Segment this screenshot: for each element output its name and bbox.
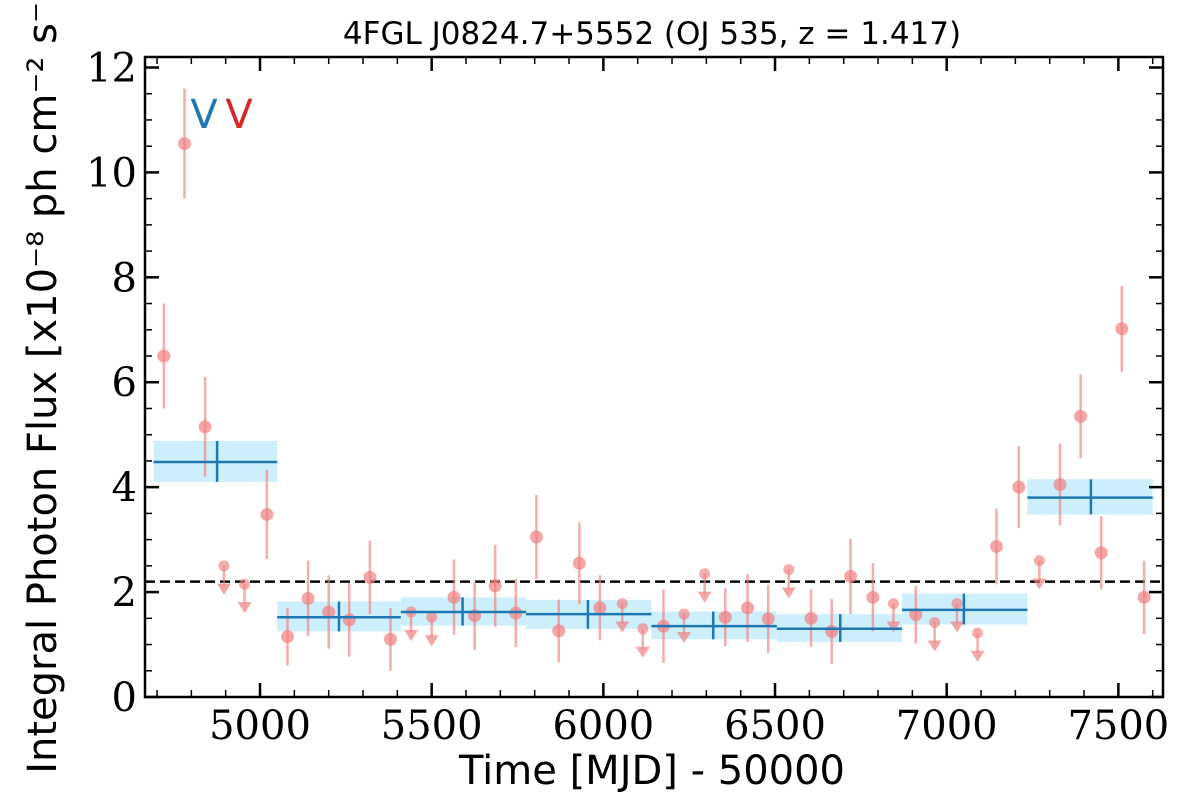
data-point bbox=[363, 570, 377, 584]
upper-limit-arrow bbox=[970, 650, 985, 662]
upper-limit-arrow bbox=[635, 646, 650, 658]
x-tick-label: 6000 bbox=[552, 703, 654, 749]
data-point bbox=[761, 612, 775, 626]
data-point bbox=[718, 610, 732, 624]
data-point bbox=[280, 630, 294, 644]
axes: 5000 5500 6000 6500 7000 7500 0 2 4 6 8 10 12 bbox=[86, 45, 1169, 749]
x-tick-label: 7000 bbox=[896, 703, 998, 749]
upper-limit-point bbox=[616, 598, 628, 610]
data-point bbox=[177, 137, 191, 151]
upper-limit-point bbox=[1033, 555, 1045, 567]
upper-limit-arrow bbox=[697, 591, 712, 603]
plot-frame bbox=[143, 55, 1165, 699]
data-point bbox=[383, 632, 397, 646]
x-tick-label: 5500 bbox=[381, 703, 483, 749]
upper-limit-point bbox=[218, 560, 230, 572]
upper-limit-point bbox=[951, 598, 963, 610]
upper-limit-point bbox=[678, 608, 690, 620]
data-point bbox=[198, 420, 212, 434]
upper-limit-point bbox=[929, 617, 941, 629]
data-point bbox=[593, 601, 607, 615]
data-point bbox=[572, 556, 586, 570]
chart-title: 4FGL J0824.7+5552 (OJ 535, z = 1.417) bbox=[343, 16, 961, 52]
data-point bbox=[342, 613, 356, 627]
data-point bbox=[157, 349, 171, 363]
upper-limit-arrow bbox=[677, 632, 692, 644]
marker-label: V bbox=[190, 92, 218, 138]
data-point bbox=[447, 590, 461, 604]
data-point bbox=[260, 507, 274, 521]
y-tick-label: 4 bbox=[112, 465, 137, 511]
upper-limit-arrow bbox=[237, 602, 252, 614]
data-point bbox=[1053, 478, 1067, 492]
data-point bbox=[322, 605, 336, 619]
data-point bbox=[741, 601, 755, 615]
y-axis-label: Integral Photon Flux [x10⁻⁸ ph cm⁻² s⁻¹] bbox=[20, 0, 66, 774]
data-point bbox=[825, 624, 839, 638]
y-tick-label: 10 bbox=[86, 150, 137, 196]
upper-limit-arrow bbox=[404, 629, 419, 641]
data-point bbox=[866, 590, 880, 604]
data-point bbox=[1137, 590, 1151, 604]
upper-limit-arrow bbox=[424, 635, 439, 647]
data-point bbox=[989, 539, 1003, 553]
upper-limit-point bbox=[783, 564, 795, 576]
upper-limit-arrow bbox=[1032, 578, 1047, 590]
upper-limit-point bbox=[887, 598, 899, 610]
upper-limit-point bbox=[637, 623, 649, 635]
y-tick-label: 0 bbox=[112, 675, 137, 721]
upper-limit-arrow bbox=[615, 621, 630, 633]
upper-limit-arrow bbox=[927, 640, 942, 652]
upper-limit-arrow bbox=[949, 621, 964, 633]
data-point bbox=[529, 530, 543, 544]
y-tick-label: 6 bbox=[112, 360, 137, 406]
upper-limit-point bbox=[426, 611, 438, 623]
data-point bbox=[1074, 409, 1088, 423]
x-tick-label: 5000 bbox=[209, 703, 311, 749]
y-tick-label: 8 bbox=[112, 255, 137, 301]
data-point bbox=[488, 579, 502, 593]
upper-limit-point bbox=[972, 627, 984, 639]
upper-limit-arrow bbox=[886, 621, 901, 633]
data-point bbox=[804, 611, 818, 625]
y-tick-label: 2 bbox=[112, 570, 137, 616]
data-point bbox=[1012, 480, 1026, 494]
upper-limit-arrow bbox=[781, 587, 796, 599]
upper-limit-point bbox=[699, 568, 711, 580]
upper-limit-point bbox=[239, 578, 251, 590]
data-point bbox=[301, 591, 315, 605]
x-tick-label: 6500 bbox=[724, 703, 826, 749]
data-point bbox=[1115, 322, 1129, 336]
upper-limit-arrow bbox=[216, 583, 231, 595]
data-point bbox=[844, 569, 858, 583]
x-tick-label: 7500 bbox=[1067, 703, 1169, 749]
data-point bbox=[909, 608, 923, 622]
y-tick-label: 12 bbox=[86, 45, 137, 91]
data-point bbox=[552, 624, 566, 638]
data-point bbox=[1094, 546, 1108, 560]
x-axis-label: Time [MJD] - 50000 bbox=[458, 748, 845, 794]
marker-label: V bbox=[225, 92, 253, 138]
